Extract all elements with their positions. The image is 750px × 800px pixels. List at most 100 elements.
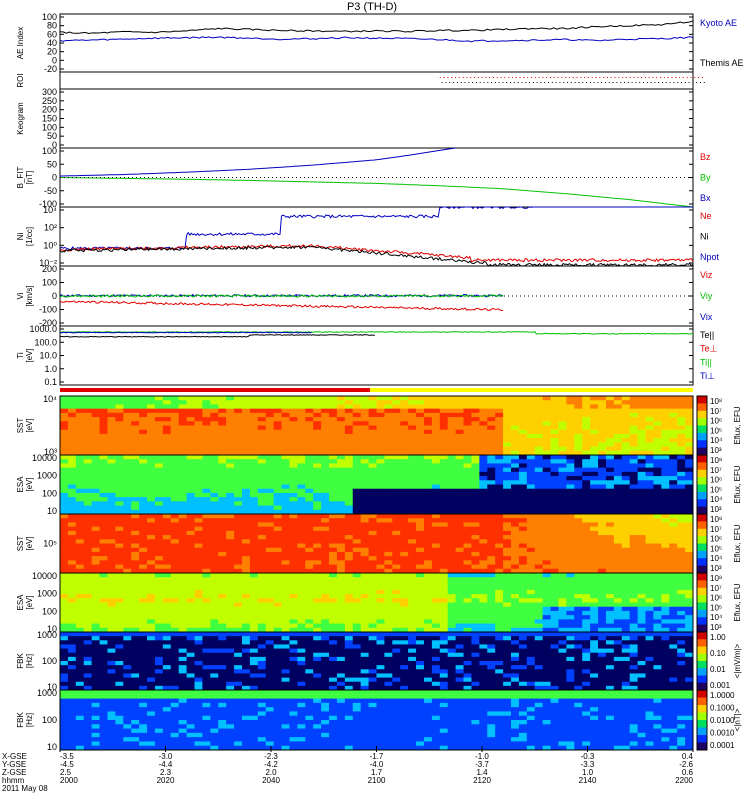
heatmap-cell: [526, 594, 536, 599]
heatmap-cell: [677, 594, 686, 599]
heatmap-cell: [582, 455, 591, 460]
heatmap-cell: [154, 539, 164, 544]
heatmap-cell: [202, 492, 211, 498]
heatmap-cell: [503, 606, 512, 612]
heatmap-cell: [147, 581, 156, 587]
heatmap-cell: [566, 497, 575, 502]
heatmap-cell: [170, 501, 180, 507]
heatmap-cell: [234, 408, 243, 414]
heatmap-cell: [637, 433, 647, 439]
heatmap-cell: [313, 602, 322, 608]
heatmap-cell: [408, 610, 417, 616]
heatmap-cell: [336, 594, 346, 599]
heatmap-cell: [574, 484, 583, 490]
heatmap-cell: [677, 421, 686, 426]
heatmap-cell: [376, 585, 385, 591]
heatmap-cell: [60, 463, 69, 469]
heatmap-cell: [376, 602, 385, 608]
heatmap-cell: [392, 505, 401, 511]
heatmap-cell: [297, 619, 306, 625]
heatmap-cell: [423, 467, 433, 473]
heatmap-cell: [495, 581, 504, 587]
heatmap-cell: [598, 615, 607, 620]
heatmap-cell: [115, 598, 124, 603]
heatmap-cell: [170, 505, 180, 511]
ytick-fbk_e: 10: [47, 682, 57, 692]
heatmap-cell: [186, 594, 196, 599]
heatmap-cell: [257, 484, 267, 490]
heatmap-cell: [558, 488, 567, 494]
heatmap-cell: [162, 547, 172, 553]
heatmap-cell: [162, 455, 172, 460]
heatmap-cell: [107, 505, 116, 511]
heatmap-cell: [139, 408, 148, 414]
heatmap-cell: [234, 471, 243, 477]
heatmap-cell: [194, 606, 203, 612]
heatmap-cell: [487, 480, 496, 485]
heatmap-cell: [194, 492, 203, 498]
heatmap-cell: [352, 488, 362, 494]
heatmap-cell: [321, 585, 330, 591]
heatmap-cell: [329, 408, 338, 414]
heatmap-cell: [534, 404, 544, 410]
heatmap-cell: [178, 547, 188, 553]
heatmap-cell: [241, 602, 251, 608]
heatmap-cell: [178, 627, 188, 633]
heatmap-cell: [91, 677, 101, 683]
heatmap-cell: [423, 421, 433, 426]
heatmap-cell: [558, 501, 567, 507]
heatmap-cell: [534, 505, 544, 511]
heatmap-cell: [60, 400, 69, 405]
heatmap-cell: [368, 619, 377, 625]
ytick-ti: 1.0: [44, 364, 57, 374]
heatmap-cell: [685, 577, 694, 582]
roi-dot: [506, 82, 508, 83]
heatmap-cell: [384, 585, 393, 591]
heatmap-cell: [542, 400, 552, 405]
heatmap-cell: [60, 677, 69, 683]
heatmap-cell: [384, 421, 393, 426]
heatmap-cell: [75, 632, 85, 637]
heatmap-cell: [613, 425, 623, 431]
heatmap-cell: [463, 589, 472, 595]
heatmap-cell: [503, 450, 512, 456]
heatmap-cell: [273, 480, 283, 485]
heatmap-cell: [685, 556, 694, 561]
heatmap-cell: [91, 459, 101, 464]
heatmap-cell: [115, 522, 124, 528]
heatmap-cell: [154, 408, 164, 414]
heatmap-cell: [241, 450, 251, 456]
heatmap-cell: [645, 556, 654, 561]
roi-dot: [449, 82, 451, 83]
colorbar-tick: 10⁶: [710, 594, 722, 603]
heatmap-cell: [534, 480, 544, 485]
heatmap-cell: [423, 488, 433, 494]
heatmap-cell: [241, 543, 251, 549]
heatmap-cell: [400, 501, 409, 507]
heatmap-cell: [582, 514, 591, 519]
heatmap-cell: [241, 564, 251, 570]
heatmap-cell: [685, 429, 694, 435]
heatmap-cell: [534, 400, 544, 405]
heatmap-cell: [376, 556, 385, 561]
heatmap-cell: [677, 396, 686, 401]
heatmap-cell: [518, 619, 528, 625]
heatmap-cell: [637, 522, 647, 528]
heatmap-cell: [186, 501, 196, 507]
heatmap-cell: [653, 543, 662, 549]
heatmap-cell: [360, 505, 370, 511]
heatmap-cell: [83, 535, 93, 540]
heatmap-cell: [281, 497, 290, 502]
heatmap-cell: [574, 476, 583, 481]
heatmap-cell: [558, 627, 567, 633]
heatmap-cell: [218, 556, 227, 561]
heatmap-cell: [139, 455, 148, 460]
heatmap-cell: [645, 497, 654, 502]
heatmap-cell: [368, 484, 377, 490]
heatmap-cell: [518, 471, 528, 477]
heatmap-cell: [582, 518, 591, 523]
heatmap-cell: [598, 551, 607, 557]
heatmap-cell: [170, 573, 180, 578]
heatmap-cell: [289, 509, 298, 515]
heatmap-cell: [558, 404, 567, 410]
